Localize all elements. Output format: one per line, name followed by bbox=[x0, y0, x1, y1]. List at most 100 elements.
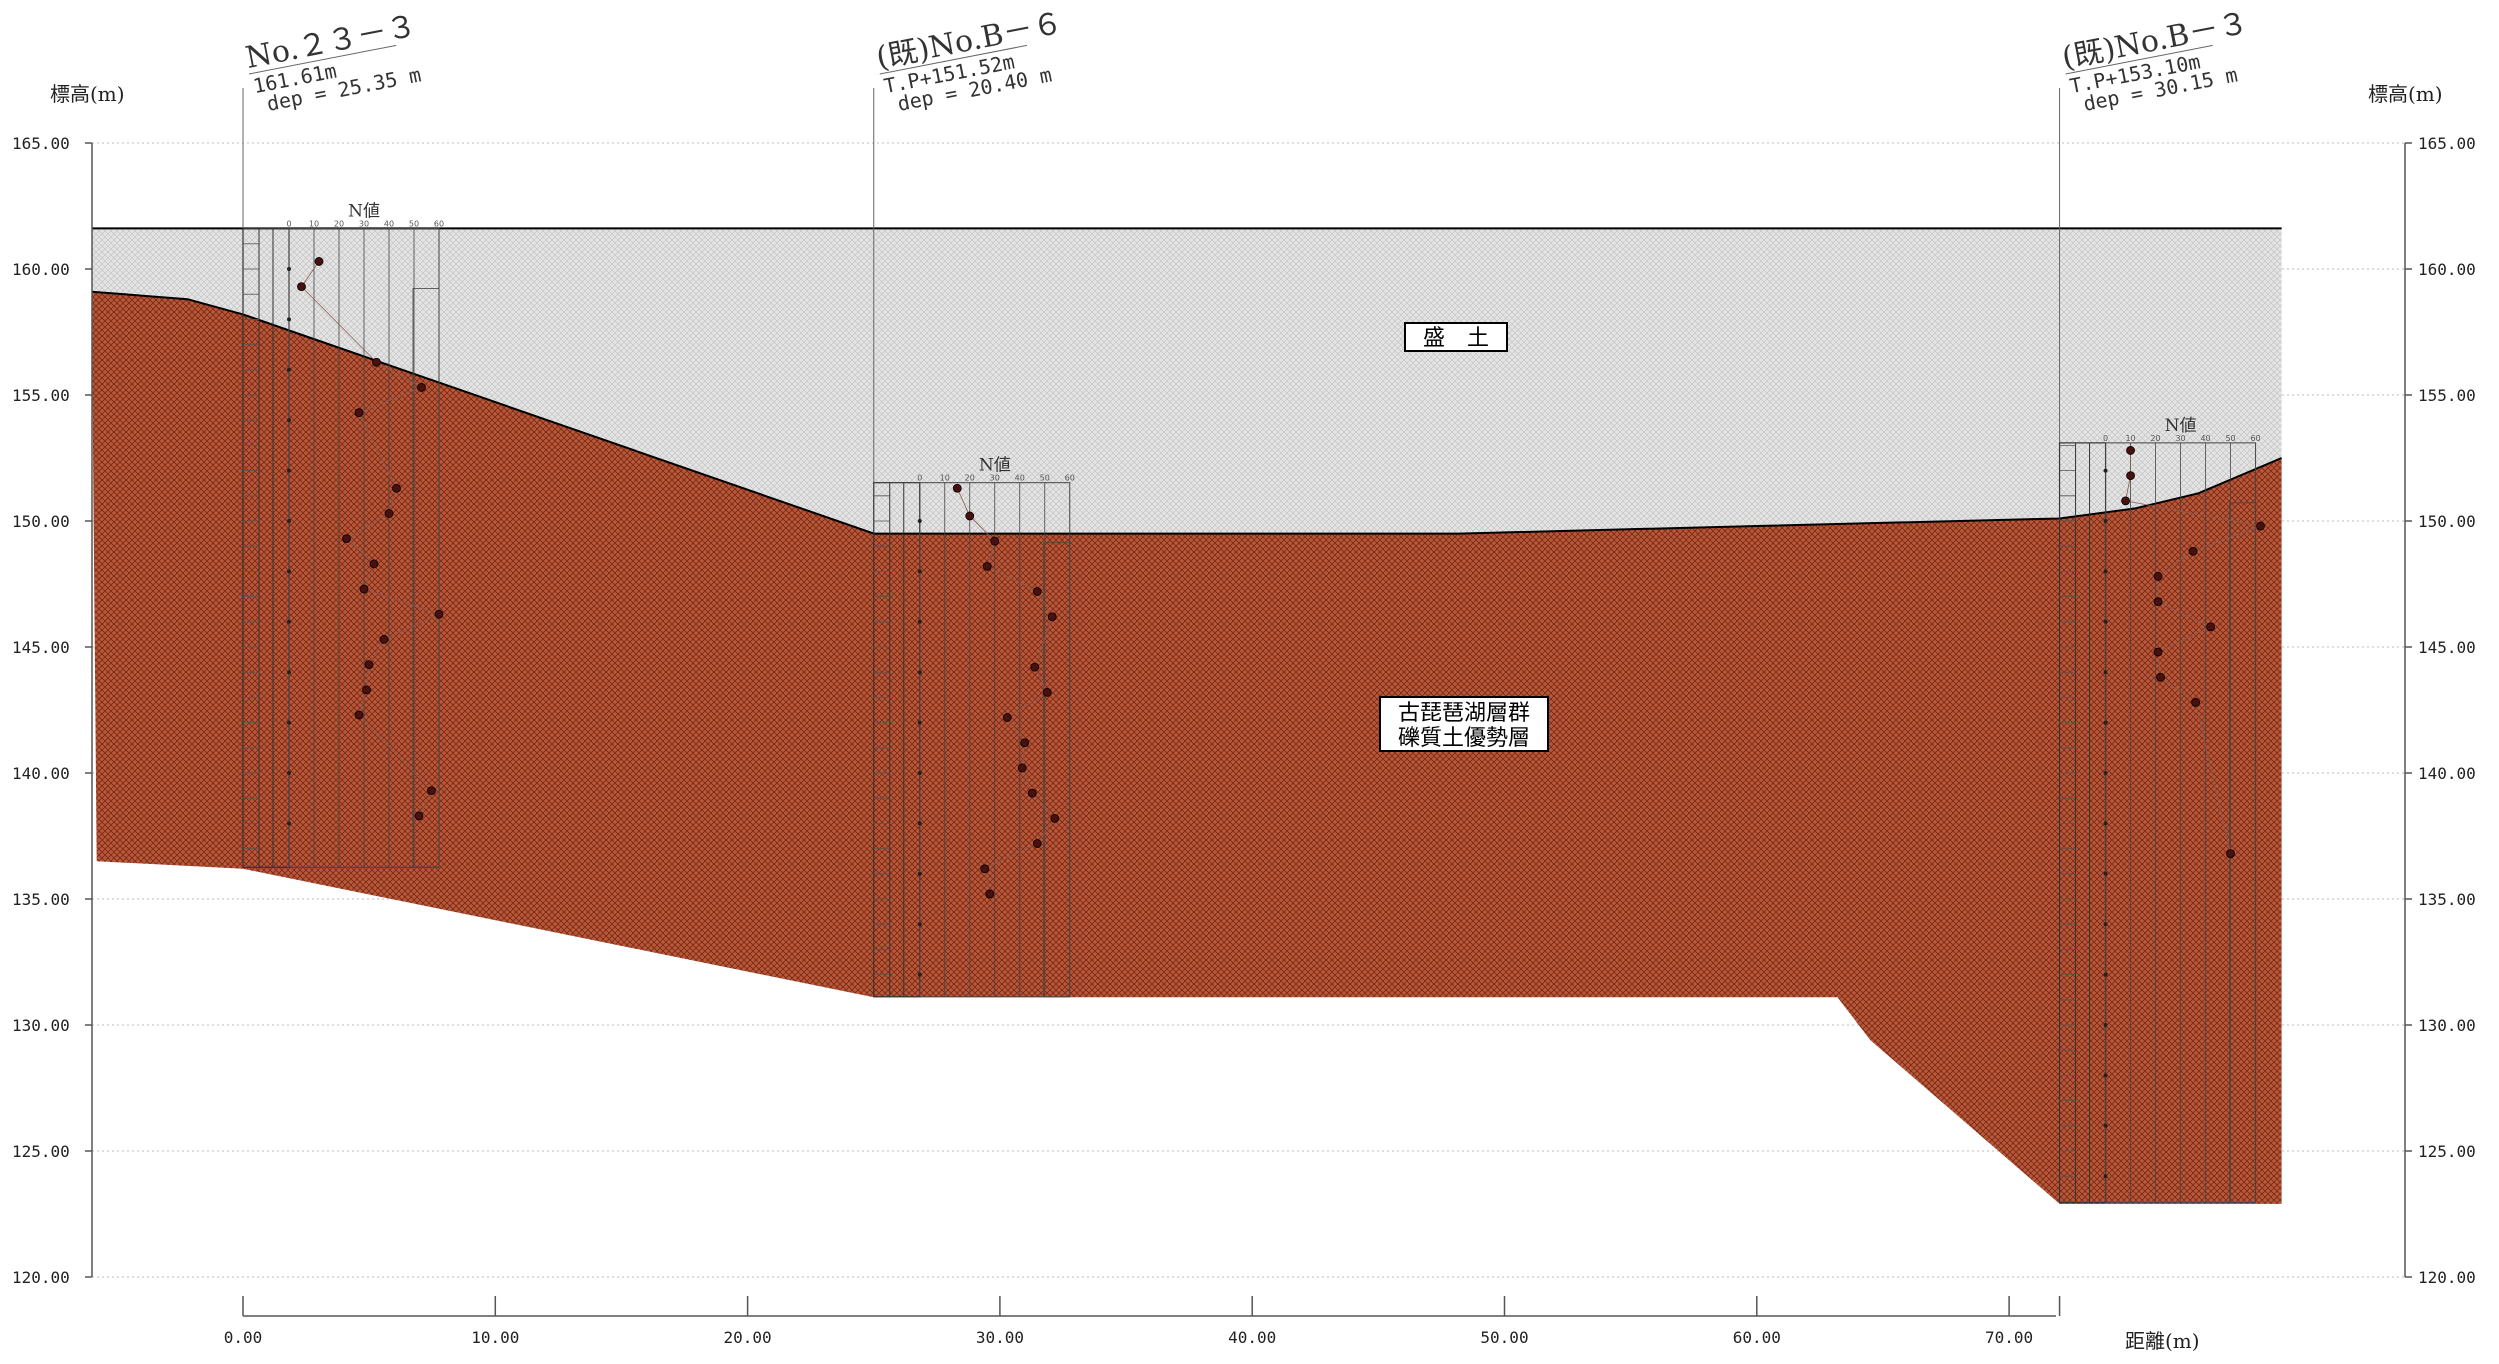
n-value-point bbox=[1032, 587, 1042, 596]
gravel-layer-label-line2: 礫質土優勢層 bbox=[1398, 726, 1530, 751]
elevation-tick-label: 135.00 bbox=[2418, 890, 2476, 909]
n-value-point bbox=[2256, 521, 2265, 531]
n-value-point bbox=[364, 660, 374, 670]
fill-layer-label: 盛 土 bbox=[1423, 326, 1489, 351]
log-sample-dot bbox=[287, 569, 291, 574]
log-sample-dot bbox=[2103, 670, 2108, 675]
n-value-point bbox=[990, 536, 1000, 546]
elevation-tick-label: 155.00 bbox=[2418, 386, 2476, 405]
elevation-tick-label: 120.00 bbox=[2418, 1268, 2476, 1287]
elevation-tick-label: 165.00 bbox=[12, 134, 70, 153]
n-value-point bbox=[1017, 763, 1027, 773]
log-sample-dot bbox=[2103, 569, 2108, 574]
n-value-point bbox=[354, 408, 364, 418]
distance-axis-title: 距離(m) bbox=[2125, 1329, 2200, 1353]
distance-tick-label: 70.00 bbox=[1985, 1328, 2033, 1347]
elevation-tick-label: 150.00 bbox=[2418, 512, 2476, 531]
gravel-layer bbox=[91, 291, 2282, 1204]
n-scale-tick: 60 bbox=[2250, 434, 2260, 443]
left-elevation-ticks: 165.00 160.00 155.00 150.00 145.00 140.00 135.… bbox=[12, 134, 92, 1287]
log-sample-dot bbox=[2103, 1073, 2108, 1078]
log-sample-dot bbox=[917, 720, 922, 725]
fill-layer-label-box: 盛 土 bbox=[1404, 322, 1508, 352]
n-value-point bbox=[297, 282, 306, 292]
n-value-point bbox=[2156, 672, 2165, 682]
log-sample-dot bbox=[917, 619, 922, 624]
n-value-point bbox=[392, 483, 401, 493]
n-scale-tick: 40 bbox=[2200, 434, 2210, 443]
n-value-point bbox=[314, 257, 324, 266]
log-sample-dot bbox=[2103, 1123, 2108, 1128]
log-sample-dot bbox=[2103, 871, 2108, 876]
n-value-point bbox=[1002, 713, 1012, 722]
n-scale-tick: 0 bbox=[2103, 434, 2108, 443]
n-scale-tick: 20 bbox=[334, 219, 344, 228]
n-value-point bbox=[1047, 612, 1057, 622]
heading-underline bbox=[879, 44, 1028, 75]
log-sample-dot bbox=[2103, 519, 2108, 523]
n-value-point bbox=[952, 483, 962, 493]
n-value-point bbox=[362, 685, 371, 695]
n-value-point bbox=[1032, 839, 1042, 848]
elevation-tick-label: 140.00 bbox=[12, 764, 70, 783]
n-scale-tick: 0 bbox=[917, 474, 922, 483]
n-value-point bbox=[427, 786, 436, 796]
log-sample-dot bbox=[2103, 771, 2108, 775]
n-value-point bbox=[414, 811, 424, 821]
n-value-point bbox=[379, 635, 389, 644]
distance-tick-label: 20.00 bbox=[724, 1328, 772, 1347]
log-sample-dot bbox=[2103, 1023, 2108, 1027]
n-value-point bbox=[1020, 738, 1030, 748]
n-value-point bbox=[965, 511, 975, 521]
n-value-label: N値 bbox=[2165, 416, 2197, 436]
blow-count-column bbox=[412, 288, 440, 868]
log-sample-dot bbox=[287, 267, 291, 271]
distance-tick-label: 10.00 bbox=[471, 1328, 519, 1347]
distance-tick-label: 40.00 bbox=[1228, 1328, 1276, 1347]
distance-ticks: 0.00 10.00 20.00 30.00 40.00 50.00 60.00 70.00 bbox=[224, 1296, 2061, 1347]
n-value-point bbox=[985, 889, 995, 899]
log-sample-dot bbox=[287, 720, 291, 725]
log-sample-dot bbox=[287, 821, 291, 826]
n-scale-tick: 10 bbox=[309, 219, 319, 228]
log-sample-dot bbox=[917, 569, 922, 574]
log-sample-dot bbox=[2103, 922, 2108, 927]
log-sample-dot bbox=[917, 771, 922, 775]
n-scale-tick: 50 bbox=[409, 219, 419, 228]
n-value-point bbox=[369, 559, 379, 569]
n-value-point bbox=[2121, 496, 2130, 506]
n-value-point bbox=[1027, 788, 1037, 798]
n-scale-tick: 30 bbox=[359, 219, 369, 228]
log-sample-dot bbox=[2103, 720, 2108, 725]
elevation-tick-label: 135.00 bbox=[12, 890, 70, 909]
n-scale-tick: 10 bbox=[2125, 434, 2135, 443]
n-scale-tick: 20 bbox=[2150, 434, 2160, 443]
log-sample-dot bbox=[917, 519, 922, 523]
log-sample-dot bbox=[287, 317, 291, 322]
n-value-point bbox=[1042, 687, 1052, 697]
elevation-tick-label: 130.00 bbox=[2418, 1016, 2476, 1035]
log-sample-dot bbox=[287, 468, 291, 473]
n-scale-tick: 50 bbox=[2225, 434, 2235, 443]
log-sample-dot bbox=[917, 821, 922, 826]
log-sample-dot bbox=[287, 619, 291, 624]
n-value-point bbox=[372, 357, 381, 367]
log-sample-dot bbox=[917, 972, 922, 977]
n-value-point bbox=[342, 534, 351, 544]
right-axis-title: 標高(m) bbox=[2368, 82, 2443, 106]
gravel-layer-label-box: 古琵琶湖層群 礫質土優勢層 bbox=[1379, 696, 1549, 752]
n-value-point bbox=[1050, 813, 1060, 823]
distance-tick-label: 0.00 bbox=[224, 1328, 263, 1347]
log-sample-dot bbox=[2103, 468, 2108, 473]
log-sample-dot bbox=[2103, 619, 2108, 624]
elevation-tick-label: 145.00 bbox=[2418, 638, 2476, 657]
n-value-point bbox=[2153, 597, 2163, 607]
n-scale-tick: 60 bbox=[1065, 474, 1075, 483]
log-sample-dot bbox=[287, 670, 291, 675]
elevation-tick-label: 160.00 bbox=[12, 260, 70, 279]
log-sample-dot bbox=[917, 871, 922, 876]
